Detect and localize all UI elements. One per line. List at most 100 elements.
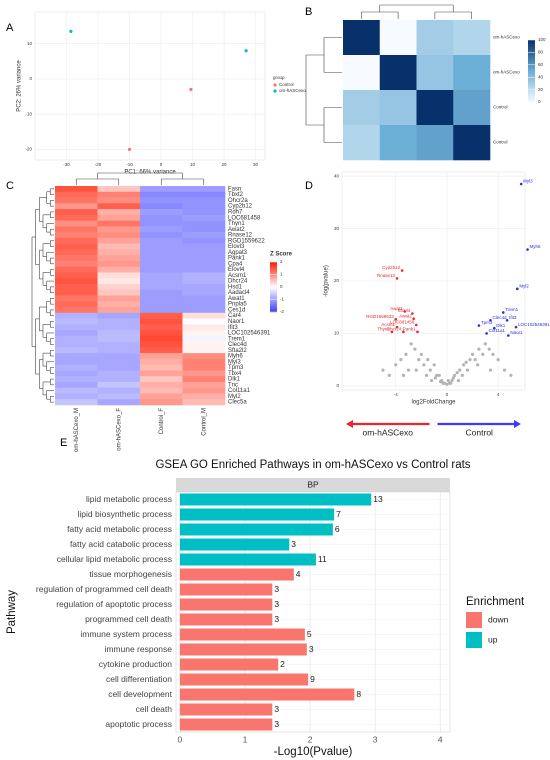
- colorbar-step: [528, 71, 535, 74]
- colorbar-step: [270, 277, 277, 279]
- row-label: Naor1: [228, 319, 245, 325]
- heatmap-cell: [97, 249, 141, 256]
- point-label: Cyp2b12: [382, 265, 401, 270]
- heatmap-cell: [55, 191, 98, 198]
- point-label: LOC681458: [390, 320, 415, 325]
- colorbar-step: [528, 40, 535, 43]
- heatmap-cell: [416, 125, 454, 161]
- colorbar-label: 80: [538, 50, 544, 55]
- bar-count: 7: [336, 509, 341, 519]
- y-tick-label: 10: [334, 331, 340, 336]
- row-label: Awat1: [228, 296, 245, 302]
- heatmap-cell: [140, 209, 183, 216]
- point: [446, 378, 450, 383]
- heatmap-cell: [453, 20, 491, 56]
- row-label: Elovl4: [228, 267, 245, 273]
- row-label: Myh6: [228, 354, 243, 360]
- y-tick-label: 20: [334, 278, 340, 283]
- colorbar-step: [528, 68, 535, 72]
- row-label: Awat2: [228, 227, 245, 233]
- point: [414, 368, 418, 372]
- point: [509, 373, 513, 377]
- heatmap-cell: [97, 301, 141, 308]
- column-label: om-hASCexo_F: [116, 408, 122, 451]
- point: [404, 352, 408, 356]
- heatmap-cell: [182, 393, 226, 400]
- y-tick-label: lipid biosynthetic process: [78, 509, 173, 519]
- point: [69, 29, 73, 33]
- colorbar-step: [270, 310, 277, 313]
- row-label: om-hASCexo: [493, 70, 520, 75]
- point: [428, 368, 432, 372]
- point: [422, 363, 426, 367]
- heatmap-cell: [97, 255, 141, 262]
- point: [401, 373, 406, 377]
- heatmap-cell: [140, 370, 183, 377]
- heatmap-cell: [182, 260, 226, 267]
- heatmap-cell: [97, 324, 141, 331]
- row-label: Rnase12: [228, 233, 253, 239]
- heatmap-cell: [379, 90, 417, 126]
- heatmap-cell: [182, 186, 226, 193]
- bar-count: 3: [291, 539, 296, 549]
- point: [477, 324, 481, 327]
- colorbar-step: [270, 295, 277, 298]
- bar: [179, 703, 273, 716]
- heatmap-cell: [182, 370, 226, 377]
- heatmap-cell: [182, 226, 226, 233]
- heatmap-cell: [140, 186, 183, 193]
- y-tick-label: regulation of apoptotic process: [56, 599, 172, 609]
- row-label: Col11a1: [228, 388, 251, 394]
- heatmap-cell: [343, 20, 381, 56]
- colorbar-step: [270, 297, 277, 299]
- heatmap-cell: [55, 214, 98, 221]
- colorbar-step: [528, 87, 535, 90]
- bar-count: 9: [310, 674, 315, 684]
- bar: [179, 658, 279, 671]
- row-label: Trem1: [228, 336, 246, 342]
- heatmap-cell: [182, 197, 226, 204]
- point-label: Dlk1: [496, 323, 505, 328]
- row-label: Dhcr24: [228, 279, 248, 285]
- x-axis-label: log2FoldChange: [411, 400, 456, 406]
- heatmap-cell: [55, 370, 98, 377]
- heatmap-cell: [55, 353, 98, 360]
- colorbar-step: [270, 293, 277, 296]
- heatmap-cell: [182, 209, 226, 216]
- heatmap-cell: [416, 90, 454, 126]
- colorbar-label: 1: [280, 272, 283, 277]
- colorbar-label: -2: [280, 309, 284, 314]
- point-label: Ifit3: [509, 315, 517, 320]
- heatmap-cell: [97, 399, 141, 406]
- heatmap-cell: [182, 301, 226, 308]
- point: [402, 330, 405, 334]
- heatmap-cell: [140, 266, 183, 273]
- colorbar-step: [528, 56, 535, 59]
- row-label: om-hASCexo: [493, 35, 520, 40]
- heatmap-cell: [55, 324, 98, 331]
- colorbar-step: [270, 282, 277, 284]
- heatmap-cell: [55, 255, 98, 262]
- point-label: Thyn1: [377, 327, 390, 332]
- point: [460, 373, 464, 377]
- heatmap-cell: [140, 237, 183, 244]
- legend-label: up: [488, 634, 498, 644]
- heatmap-cell: [182, 249, 226, 256]
- colorbar-step: [528, 89, 535, 92]
- bar-count: 4: [296, 569, 301, 579]
- legend-title: group: [273, 75, 285, 80]
- heatmap-cell: [97, 353, 141, 360]
- row-label: Aadacl4: [228, 290, 250, 296]
- heatmap-cell: [97, 272, 141, 279]
- point: [399, 358, 403, 362]
- point: [419, 352, 423, 356]
- heatmap-cell: [140, 324, 183, 331]
- point-label: Awat2: [399, 313, 412, 318]
- colorbar-label: 100: [538, 37, 546, 42]
- row-label: Agpat3: [228, 250, 248, 256]
- heatmap-cell: [182, 312, 226, 319]
- point: [416, 330, 419, 334]
- y-tick-label: lipid metabolic process: [86, 494, 172, 504]
- colorbar-step: [270, 267, 277, 269]
- heatmap-cell: [140, 249, 183, 256]
